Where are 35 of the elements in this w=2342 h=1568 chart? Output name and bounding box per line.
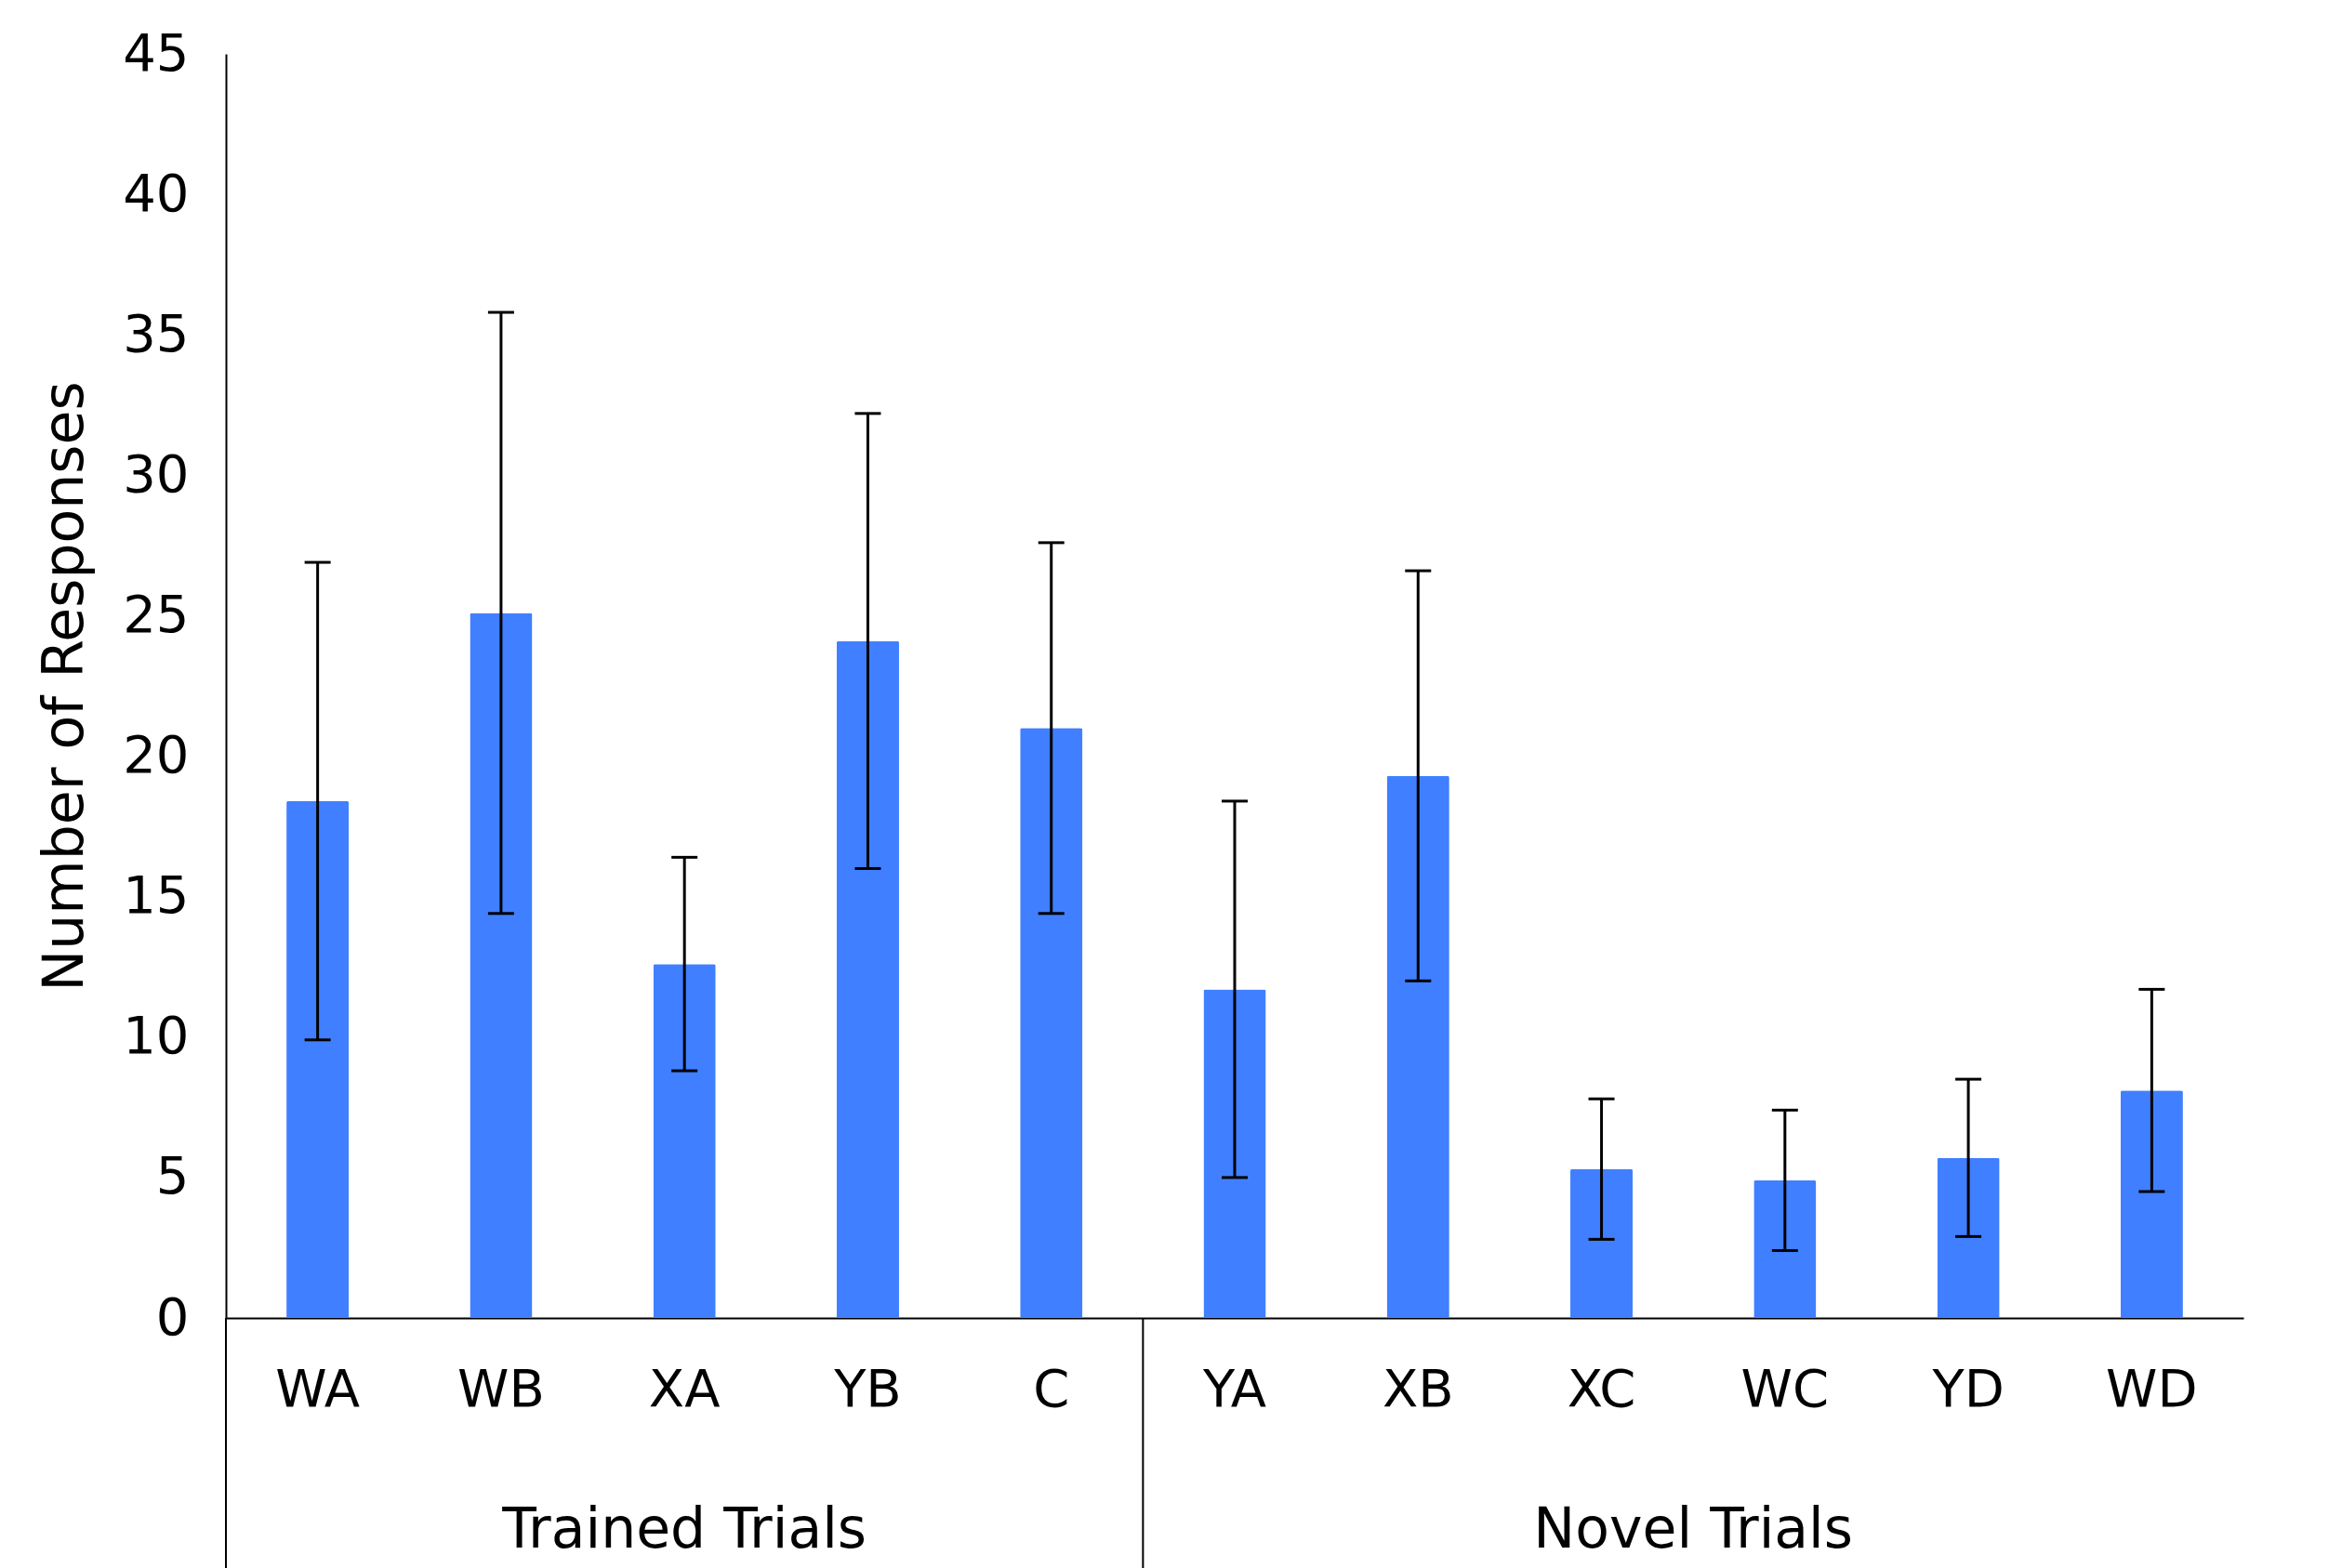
x-tick-label: XC [1567,1357,1636,1418]
bar [1020,728,1083,1318]
y-tick-label: 35 [123,302,190,363]
x-tick-label: C [1033,1357,1070,1418]
text: Trained Trials [501,1496,867,1561]
bar [1203,989,1266,1318]
x-tick-label: YB [833,1357,902,1418]
x-tick-label: WC [1740,1357,1830,1418]
bar [653,964,716,1318]
bar [1570,1168,1634,1318]
y-tick-label: 45 [123,21,190,83]
bar [286,800,350,1318]
y-tick-label: 30 [123,442,190,504]
y-tick-label: 0 [155,1285,190,1347]
bar [1937,1157,2000,1318]
y-tick-label: 25 [123,583,190,644]
text: Novel Trials [1533,1496,1853,1561]
bar [836,640,899,1318]
x-tick-label: WB [457,1357,545,1418]
x-tick-label: XB [1382,1357,1454,1418]
bar [2120,1090,2183,1318]
x-tick-label: WD [2106,1357,2198,1418]
bar [1753,1179,1817,1318]
y-tick-label: 40 [123,162,190,223]
y-tick-label: 10 [123,1005,190,1066]
x-tick-label: YD [1931,1357,2005,1418]
x-tick-label: YA [1201,1357,1267,1418]
x-tick-label: XA [648,1357,721,1418]
bar [470,613,533,1318]
bar [1386,775,1449,1318]
y-tick-label: 5 [155,1145,190,1206]
y-tick-label: 15 [123,864,190,926]
x-tick-label: WA [275,1357,360,1418]
y-tick-label: 20 [123,724,190,785]
y-axis-title: Number of Responses [31,381,97,992]
